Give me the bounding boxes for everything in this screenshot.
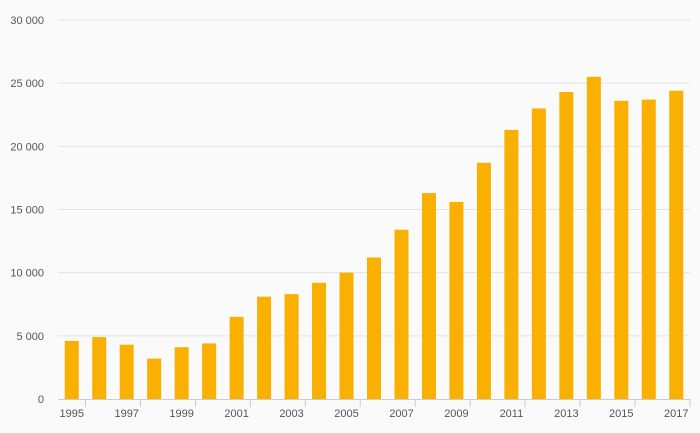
- x-tick-label: 2003: [279, 408, 303, 420]
- bar-2004: [312, 282, 327, 399]
- x-tick-label: 1995: [59, 408, 83, 420]
- bar-2014: [586, 76, 601, 399]
- bar-2017: [669, 90, 684, 399]
- bar-2013: [559, 92, 574, 399]
- x-tick-label: 2005: [334, 408, 358, 420]
- y-tick-label: 15 000: [10, 205, 44, 217]
- y-tick-label: 20 000: [10, 141, 44, 153]
- x-tick-label: 2007: [389, 408, 413, 420]
- bar-2001: [229, 316, 244, 399]
- bar-1998: [147, 358, 162, 399]
- x-tick-label: 2015: [609, 408, 633, 420]
- y-tick-label: 25 000: [10, 78, 44, 90]
- y-tick-label: 10 000: [10, 268, 44, 280]
- bar-2010: [476, 162, 491, 399]
- x-tick-label: 2017: [664, 408, 688, 420]
- y-tick-label: 0: [38, 394, 44, 406]
- x-axis: 1995 1997 1999 2001 2003 2005 2007 2009 2011 2013…: [58, 399, 691, 420]
- y-tick-label: 30 000: [10, 15, 44, 27]
- bar-2003: [284, 294, 299, 399]
- x-tick-label: 2001: [224, 408, 248, 420]
- bar-2002: [257, 296, 272, 399]
- x-tick-label: 1999: [169, 408, 193, 420]
- bar-2007: [394, 229, 409, 399]
- bar-2016: [641, 99, 656, 399]
- bar-2015: [614, 100, 629, 399]
- bar-2009: [449, 201, 464, 399]
- x-tick-label: 2011: [500, 408, 524, 420]
- y-axis-labels: 0 5 000 10 000 15 000 20 000 25 000 30 000: [10, 15, 44, 406]
- bar-1995: [64, 340, 79, 399]
- x-tick-label: 2009: [444, 408, 468, 420]
- bar-2008: [421, 193, 436, 399]
- bar-1999: [174, 347, 189, 399]
- y-gridlines: [58, 19, 690, 337]
- x-tick-label: 1997: [114, 408, 138, 420]
- bar-1996: [92, 337, 107, 399]
- bar-2011: [504, 129, 519, 399]
- y-tick-label: 5 000: [16, 331, 44, 343]
- bar-2006: [367, 257, 381, 399]
- bar-2005: [339, 272, 354, 399]
- bar-1997: [119, 344, 134, 399]
- x-tick-label: 2013: [554, 408, 578, 420]
- bar-2000: [202, 343, 217, 399]
- bar-2012: [531, 108, 546, 399]
- bars: [64, 76, 684, 399]
